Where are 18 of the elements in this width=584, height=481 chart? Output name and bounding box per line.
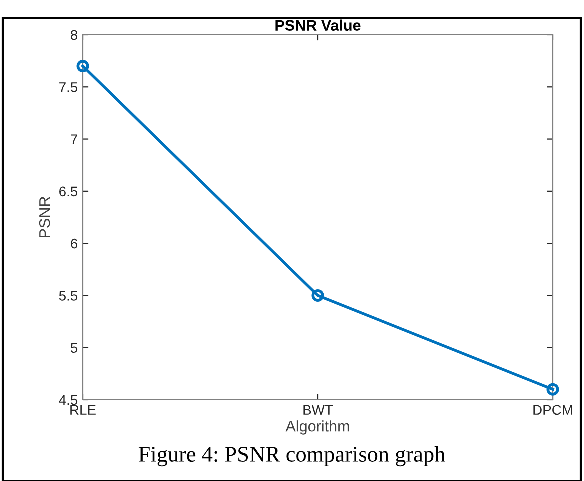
y-axis-title: PSNR xyxy=(39,196,50,238)
x-tick-label: DPCM xyxy=(534,405,572,416)
y-tick-label: 7.5 xyxy=(60,82,78,92)
y-tick-label: 6.5 xyxy=(60,186,78,197)
y-tick-label: 7 xyxy=(71,134,78,144)
y-tick-label: 5 xyxy=(70,343,78,354)
point xyxy=(312,289,324,302)
chart-title: PSNR Value xyxy=(276,20,361,31)
y-tick-label: 8 xyxy=(71,30,78,40)
y-tick-label: 6 xyxy=(71,238,78,249)
caption: Figure 4: PSNR comparison graph xyxy=(138,446,446,467)
x-tick-label: RLE xyxy=(70,405,96,415)
y-tick-label: 4.5 xyxy=(59,395,78,406)
point xyxy=(546,383,560,396)
point xyxy=(76,60,90,73)
x-axis-title: Algorithm xyxy=(286,420,350,435)
x-tick-label: BWT xyxy=(304,405,334,415)
y-tick-label: 5.5 xyxy=(59,291,78,301)
